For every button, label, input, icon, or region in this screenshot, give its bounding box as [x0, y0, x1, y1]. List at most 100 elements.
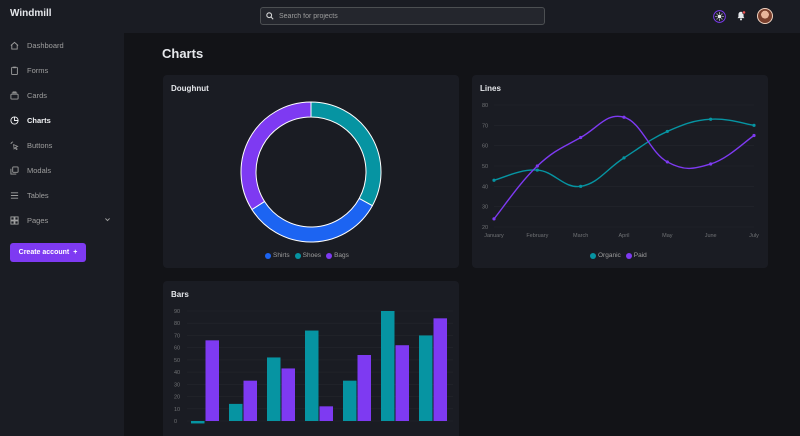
- lines-chart-card: Lines 20 30 40 50 60 70 80 January February March…: [472, 75, 768, 268]
- data-point-organic: [752, 123, 756, 127]
- bar: [267, 357, 281, 421]
- bar: [319, 406, 333, 421]
- bar: [343, 380, 357, 421]
- bar: [419, 335, 433, 421]
- sidebar-item-dashboard[interactable]: Dashboard: [0, 33, 124, 58]
- pages-icon: [10, 216, 19, 225]
- y-tick-label: 20: [482, 225, 488, 231]
- x-tick-label: July: [749, 233, 759, 239]
- header: [124, 0, 800, 33]
- y-tick-label: 40: [482, 184, 488, 190]
- legend-label: Shirts: [273, 252, 290, 259]
- y-tick-label: 60: [482, 144, 488, 150]
- legend-swatch: [294, 252, 301, 259]
- table-icon: [10, 191, 19, 200]
- cursor-click-icon: [10, 141, 19, 150]
- sidebar-item-tables[interactable]: Tables: [0, 183, 124, 208]
- search-input[interactable]: [279, 12, 529, 20]
- legend-swatch: [625, 252, 632, 259]
- doughnut-legend: Shirts Shoes Bags: [265, 252, 354, 259]
- sidebar-item-label: Cards: [27, 91, 48, 100]
- legend-item-shoes[interactable]: Shoes: [294, 252, 322, 259]
- doughnut-chart-card: Doughnut Shirts Shoes Bags: [163, 75, 459, 268]
- cards-icon: [10, 91, 19, 100]
- data-point-organic: [709, 117, 713, 121]
- y-tick-label: 80: [174, 321, 180, 327]
- legend-label: Organic: [598, 252, 621, 259]
- y-tick-label: 80: [482, 103, 488, 109]
- data-point-organic: [492, 178, 496, 182]
- plus-icon: +: [73, 249, 78, 256]
- clipboard-icon: [10, 66, 19, 75]
- doughnut-slice-shoes: [310, 101, 382, 207]
- avatar[interactable]: [757, 8, 773, 24]
- data-point-paid: [535, 164, 539, 168]
- bar: [229, 403, 243, 421]
- sidebar-item-cards[interactable]: Cards: [0, 83, 124, 108]
- create-account-button[interactable]: Create account +: [10, 243, 86, 262]
- doughnut-chart-title: Doughnut: [171, 84, 209, 93]
- legend-label: Bags: [334, 252, 349, 259]
- chevron-down-icon[interactable]: [104, 216, 111, 225]
- y-tick-label: 50: [174, 358, 180, 364]
- sidebar-item-charts[interactable]: Charts: [0, 108, 124, 133]
- sidebar-item-label: Charts: [27, 116, 51, 125]
- data-point-organic: [535, 168, 539, 172]
- sidebar-item-modals[interactable]: Modals: [0, 158, 124, 183]
- y-tick-label: 60: [174, 346, 180, 352]
- sidebar-item-pages[interactable]: Pages: [0, 208, 124, 233]
- data-point-paid: [665, 160, 669, 164]
- y-tick-label: 90: [174, 309, 180, 315]
- y-tick-label: 30: [482, 205, 488, 211]
- sidebar-item-label: Dashboard: [27, 41, 64, 50]
- lines-chart: 20 30 40 50 60 70 80 January February March April M…: [482, 103, 759, 239]
- series-line-organic: [493, 118, 755, 188]
- data-point-paid: [579, 135, 583, 140]
- sidebar-item-label: Pages: [27, 216, 49, 225]
- x-tick-label: February: [526, 233, 548, 239]
- lines-legend: Organic Paid: [590, 252, 652, 259]
- legend-item-paid[interactable]: Paid: [625, 252, 647, 259]
- data-point-paid: [622, 115, 626, 119]
- doughnut-slice-bags: [240, 101, 312, 211]
- lines-chart-title: Lines: [480, 84, 501, 93]
- y-tick-label: 70: [482, 123, 488, 129]
- x-tick-label: April: [618, 233, 629, 239]
- notification-bell-icon[interactable]: [734, 9, 748, 23]
- bar: [433, 318, 447, 421]
- legend-swatch: [590, 252, 596, 259]
- x-tick-label: June: [705, 233, 717, 239]
- sidebar-item-label: Tables: [27, 191, 49, 200]
- sidebar-item-forms[interactable]: Forms: [0, 58, 124, 83]
- home-icon: [10, 41, 19, 50]
- bar: [205, 340, 219, 421]
- x-tick-label: January: [484, 233, 504, 239]
- pie-chart-icon: [10, 116, 19, 125]
- bars-chart-title: Bars: [171, 290, 189, 299]
- sidebar: Windmill Dashboard Forms Cards Charts: [0, 0, 124, 436]
- doughnut-slice-shirts: [251, 197, 374, 243]
- bar: [381, 311, 395, 421]
- x-tick-label: March: [573, 233, 588, 239]
- search-bar[interactable]: [260, 7, 545, 25]
- legend-item-organic[interactable]: Organic: [590, 252, 621, 259]
- y-tick-label: 50: [482, 164, 488, 170]
- legend-swatch: [265, 252, 271, 259]
- bar: [357, 355, 371, 421]
- y-tick-label: 70: [174, 333, 180, 339]
- app-logo[interactable]: Windmill: [10, 8, 52, 19]
- sidebar-item-buttons[interactable]: Buttons: [0, 133, 124, 158]
- theme-toggle-icon[interactable]: [712, 9, 726, 23]
- page-title: Charts: [162, 46, 204, 61]
- y-tick-label: 20: [174, 395, 180, 401]
- modals-icon: [10, 166, 19, 175]
- legend-item-shirts[interactable]: Shirts: [265, 252, 290, 259]
- bar: [243, 380, 257, 421]
- series-line-paid: [493, 115, 755, 220]
- x-tick-label: May: [662, 233, 673, 239]
- legend-label: Shoes: [302, 252, 322, 259]
- bars-chart-card: Bars 0 10 20 30 40 50 60 70 80 90: [163, 281, 459, 436]
- legend-item-bags[interactable]: Bags: [326, 252, 349, 259]
- data-point-paid: [492, 217, 496, 221]
- legend-label: Paid: [633, 252, 647, 259]
